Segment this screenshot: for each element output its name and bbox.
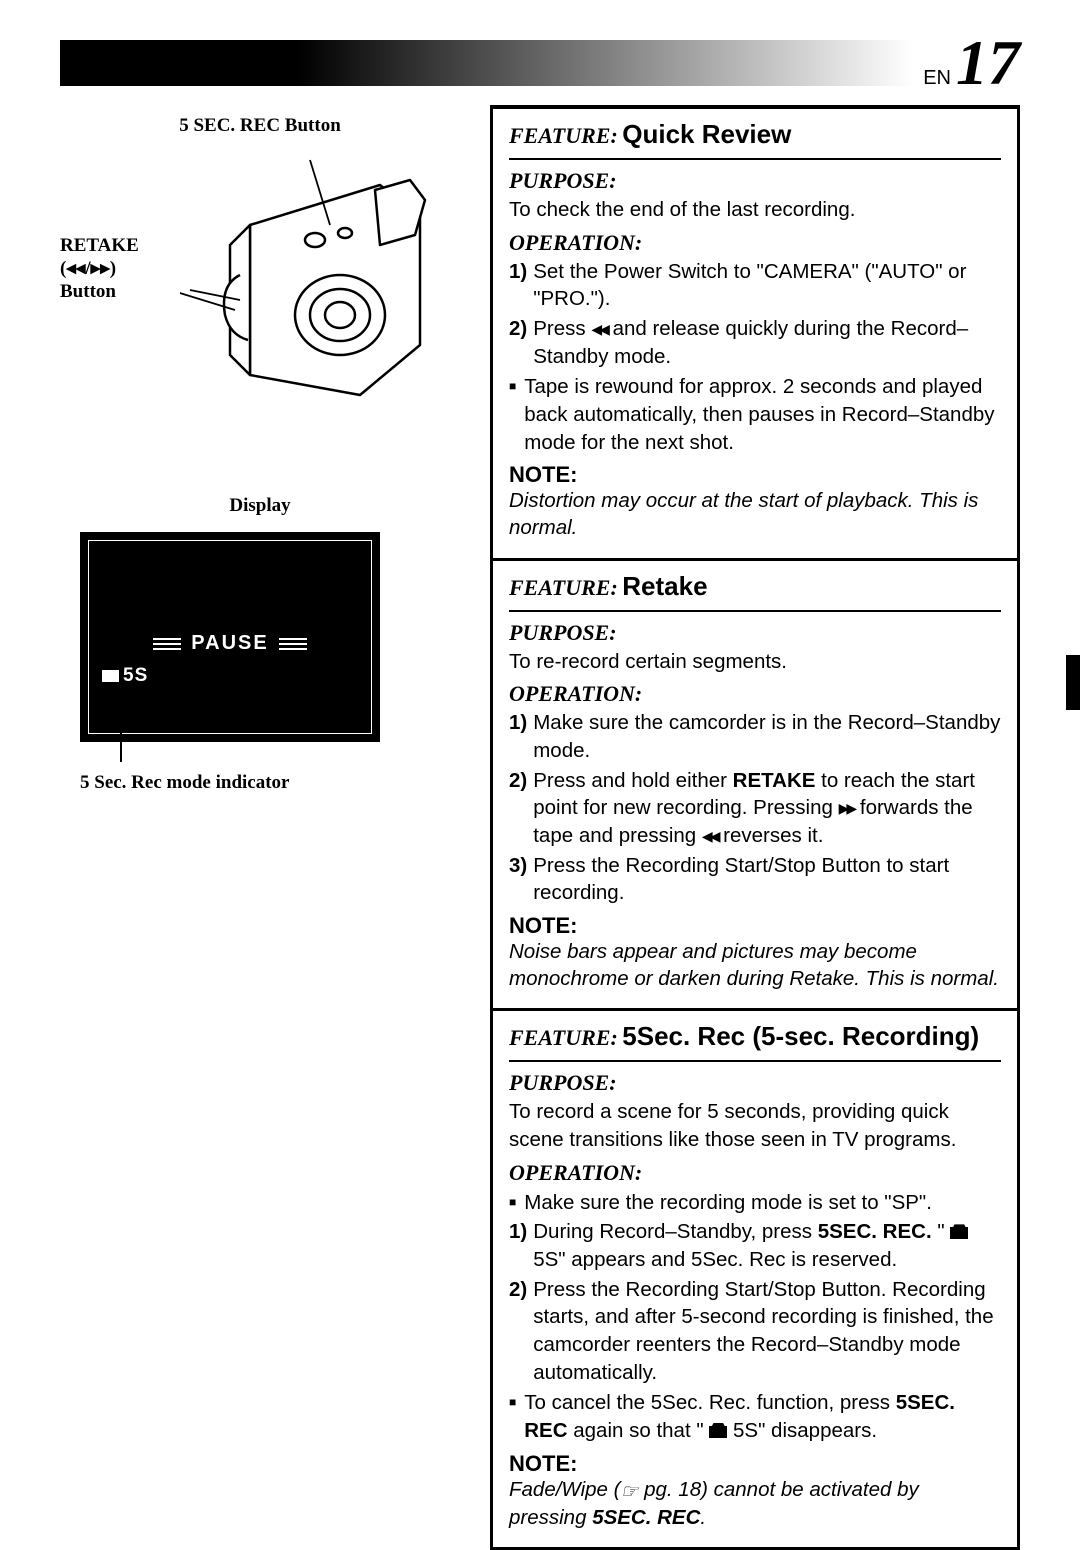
side-tab xyxy=(1066,655,1080,710)
bullet-item: Make sure the recording mode is set to "… xyxy=(509,1189,1001,1217)
display-box: PAUSE 5S xyxy=(80,532,380,742)
purpose-header: PURPOSE: xyxy=(509,620,1001,646)
bullet-item: To cancel the 5Sec. Rec. function, press… xyxy=(509,1389,1001,1444)
main-layout: 5 SEC. REC Button RETAKE (◂◂/▸▸) Button xyxy=(60,105,1020,1493)
step-number: 1) xyxy=(509,258,527,313)
callout-retake-button: RETAKE (◂◂/▸▸) Button xyxy=(60,235,170,303)
pause-bars-left xyxy=(153,638,181,650)
five-s-indicator: 5S xyxy=(102,665,148,687)
step-item: 2) Press ◀◀ and release quickly during t… xyxy=(509,315,1001,370)
display-label: Display xyxy=(60,495,460,517)
step-number: 2) xyxy=(509,767,527,850)
note-text: Fade/Wipe ( pg. 18) cannot be activated … xyxy=(509,1477,1001,1532)
step-text: Press the Recording Start/Stop Button to… xyxy=(533,852,1001,907)
right-column: FEATURE: Quick Review PURPOSE:To check t… xyxy=(490,105,1020,1493)
bullet-item: Tape is rewound for approx. 2 seconds an… xyxy=(509,373,1001,456)
step-text: During Record–Standby, press 5SEC. REC. … xyxy=(533,1218,1001,1273)
feature-box: FEATURE: Retake PURPOSE:To re-record cer… xyxy=(490,561,1020,1012)
purpose-text: To check the end of the last recording. xyxy=(509,196,1001,224)
feature-keyword: FEATURE: xyxy=(509,575,618,600)
page-number: EN 17 xyxy=(913,34,1020,92)
step-item: 2) Press the Recording Start/Stop Button… xyxy=(509,1276,1001,1387)
operation-header: OPERATION: xyxy=(509,681,1001,707)
pause-text: PAUSE xyxy=(191,632,268,655)
purpose-text: To re-record certain segments. xyxy=(509,648,1001,676)
left-column: 5 SEC. REC Button RETAKE (◂◂/▸▸) Button xyxy=(60,105,460,1493)
purpose-header: PURPOSE: xyxy=(509,1070,1001,1096)
retake-l2: (◂◂/▸▸) xyxy=(60,258,116,279)
step-text: Set the Power Switch to "CAMERA" ("AUTO"… xyxy=(533,258,1001,313)
note-text: Distortion may occur at the start of pla… xyxy=(509,488,1001,541)
page-lang: EN xyxy=(923,67,951,90)
step-number: 2) xyxy=(509,315,527,370)
camcorder-icon xyxy=(180,145,450,445)
feature-box: FEATURE: Quick Review PURPOSE:To check t… xyxy=(490,105,1020,561)
feature-keyword: FEATURE: xyxy=(509,123,618,148)
step-number: 3) xyxy=(509,852,527,907)
step-number: 1) xyxy=(509,709,527,764)
pause-indicator: PAUSE xyxy=(80,632,380,655)
top-bar: EN 17 xyxy=(60,40,1020,86)
step-item: 1) Make sure the camcorder is in the Rec… xyxy=(509,709,1001,764)
retake-l3: Button xyxy=(60,281,116,302)
header-gradient xyxy=(60,40,913,86)
note-header: NOTE: xyxy=(509,462,1001,488)
operation-header: OPERATION: xyxy=(509,1160,1001,1186)
purpose-header: PURPOSE: xyxy=(509,168,1001,194)
step-text: Make sure the camcorder is in the Record… xyxy=(533,709,1001,764)
step-text: Press and hold either RETAKE to reach th… xyxy=(533,767,1001,850)
step-text: Press the Recording Start/Stop Button. R… xyxy=(533,1276,1001,1387)
step-item: 3) Press the Recording Start/Stop Button… xyxy=(509,852,1001,907)
step-number: 1) xyxy=(509,1218,527,1273)
feature-title: Quick Review xyxy=(622,119,791,149)
purpose-text: To record a scene for 5 seconds, providi… xyxy=(509,1098,1001,1153)
feature-keyword: FEATURE: xyxy=(509,1025,618,1050)
operation-header: OPERATION: xyxy=(509,230,1001,256)
feature-header: FEATURE: 5Sec. Rec (5-sec. Recording) xyxy=(509,1011,1001,1062)
retake-l1: RETAKE xyxy=(60,235,139,256)
pause-bars-right xyxy=(279,638,307,650)
feature-title: Retake xyxy=(622,571,707,601)
note-text: Noise bars appear and pictures may becom… xyxy=(509,939,1001,992)
note-header: NOTE: xyxy=(509,913,1001,939)
step-item: 1) Set the Power Switch to "CAMERA" ("AU… xyxy=(509,258,1001,313)
step-text: Press ◀◀ and release quickly during the … xyxy=(533,315,1001,370)
feature-box: FEATURE: 5Sec. Rec (5-sec. Recording) PU… xyxy=(490,1011,1020,1550)
step-item: 1) During Record–Standby, press 5SEC. RE… xyxy=(509,1218,1001,1273)
indicator-pointer-line xyxy=(120,687,122,762)
feature-title: 5Sec. Rec (5-sec. Recording) xyxy=(622,1021,979,1051)
step-item: 2) Press and hold either RETAKE to reach… xyxy=(509,767,1001,850)
feature-header: FEATURE: Retake xyxy=(509,561,1001,612)
indicator-label: 5 Sec. Rec mode indicator xyxy=(80,772,460,794)
camcorder-diagram: RETAKE (◂◂/▸▸) Button xyxy=(60,145,460,465)
step-number: 2) xyxy=(509,1276,527,1387)
page-num: 17 xyxy=(956,34,1020,92)
note-header: NOTE: xyxy=(509,1451,1001,1477)
callout-5sec-rec-button: 5 SEC. REC Button xyxy=(60,115,460,137)
feature-header: FEATURE: Quick Review xyxy=(509,109,1001,160)
